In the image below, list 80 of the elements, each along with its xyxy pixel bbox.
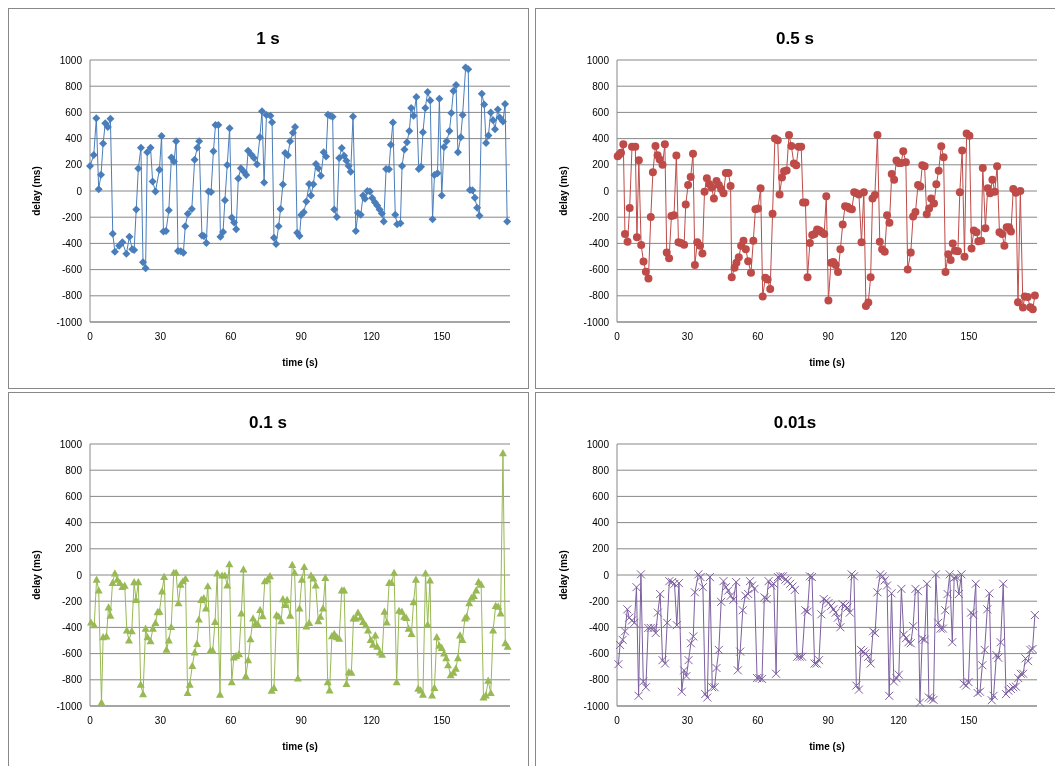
y-tick-label: -400 — [61, 621, 83, 633]
y-tick-label: 1000 — [586, 54, 610, 66]
x-tick-label: 0 — [87, 715, 94, 726]
y-tick-label: -600 — [61, 264, 83, 276]
y-tick-label: 600 — [592, 106, 610, 118]
y-tick-label: 0 — [603, 185, 610, 197]
y-tick-label: 1000 — [59, 54, 83, 66]
x-tick-label: 30 — [681, 715, 694, 726]
y-tick-label: -1000 — [56, 700, 83, 712]
y-tick-label: -800 — [588, 674, 610, 686]
y-tick-label: 400 — [592, 517, 610, 529]
x-tick-label: 150 — [960, 715, 978, 726]
y-axis-title: delay (ms) — [558, 550, 569, 600]
y-tick-label: -200 — [588, 211, 610, 223]
y-tick-label: 800 — [592, 464, 610, 476]
x-axis-title: time (s) — [809, 741, 845, 752]
y-tick-label: 400 — [592, 133, 610, 145]
x-tick-label: 120 — [363, 331, 381, 342]
x-tick-label: 60 — [752, 715, 764, 726]
y-tick-label: 0 — [603, 569, 610, 581]
x-tick-label: 0 — [614, 715, 621, 726]
y-tick-label: -600 — [61, 648, 83, 660]
x-tick-label: 30 — [154, 715, 167, 726]
y-axis-title: delay (ms) — [31, 166, 42, 216]
y-axis-title: delay (ms) — [31, 550, 42, 600]
y-tick-label: 1000 — [586, 438, 610, 450]
x-tick-label: 30 — [154, 331, 167, 342]
x-tick-label: 0 — [614, 331, 621, 342]
y-tick-label: -400 — [588, 621, 610, 633]
x-tick-label: 90 — [295, 331, 308, 342]
y-tick-label: 200 — [592, 159, 610, 171]
y-tick-label: 400 — [65, 133, 83, 145]
chart-title: 0.5 s — [776, 29, 814, 48]
x-tick-label: 30 — [681, 331, 694, 342]
x-tick-label: 90 — [822, 715, 835, 726]
y-tick-label: -600 — [588, 648, 610, 660]
x-tick-label: 150 — [433, 715, 451, 726]
x-tick-label: 90 — [822, 331, 835, 342]
x-tick-label: 60 — [752, 331, 764, 342]
y-tick-label: 400 — [65, 517, 83, 529]
y-tick-label: -600 — [588, 264, 610, 276]
y-tick-label: -1000 — [583, 316, 610, 328]
y-tick-label: 1000 — [59, 438, 83, 450]
y-tick-label: 200 — [592, 543, 610, 555]
y-tick-label: 200 — [65, 159, 83, 171]
y-tick-label: 0 — [76, 569, 83, 581]
x-tick-label: 120 — [890, 715, 908, 726]
y-tick-label: 0 — [76, 185, 83, 197]
y-tick-label: -1000 — [583, 700, 610, 712]
y-tick-label: -800 — [588, 290, 610, 302]
x-tick-label: 120 — [363, 715, 381, 726]
y-tick-label: 200 — [65, 543, 83, 555]
chart-title: 1 s — [256, 29, 280, 48]
x-axis-title: time (s) — [282, 741, 318, 752]
x-tick-label: 60 — [225, 331, 237, 342]
y-tick-label: -800 — [61, 290, 83, 302]
x-tick-label: 0 — [87, 331, 94, 342]
y-tick-label: 800 — [65, 80, 83, 92]
x-tick-label: 60 — [225, 715, 237, 726]
y-tick-label: 800 — [592, 80, 610, 92]
y-tick-label: -800 — [61, 674, 83, 686]
y-tick-label: -1000 — [56, 316, 83, 328]
y-tick-label: -200 — [61, 211, 83, 223]
x-tick-label: 150 — [433, 331, 451, 342]
x-tick-label: 90 — [295, 715, 308, 726]
y-tick-label: 600 — [592, 490, 610, 502]
y-tick-label: 600 — [65, 490, 83, 502]
y-axis-title: delay (ms) — [558, 166, 569, 216]
chart-title: 0.01s — [773, 413, 817, 432]
y-tick-label: -400 — [61, 237, 83, 249]
y-tick-label: -200 — [61, 595, 83, 607]
y-tick-label: 800 — [65, 464, 83, 476]
y-tick-label: -400 — [588, 237, 610, 249]
x-tick-label: 150 — [960, 331, 978, 342]
x-axis-title: time (s) — [809, 357, 845, 368]
chart-title: 0.1 s — [249, 413, 287, 432]
x-axis-title: time (s) — [282, 357, 318, 368]
x-tick-label: 120 — [890, 331, 908, 342]
y-tick-label: -200 — [588, 595, 610, 607]
y-tick-label: 600 — [65, 106, 83, 118]
